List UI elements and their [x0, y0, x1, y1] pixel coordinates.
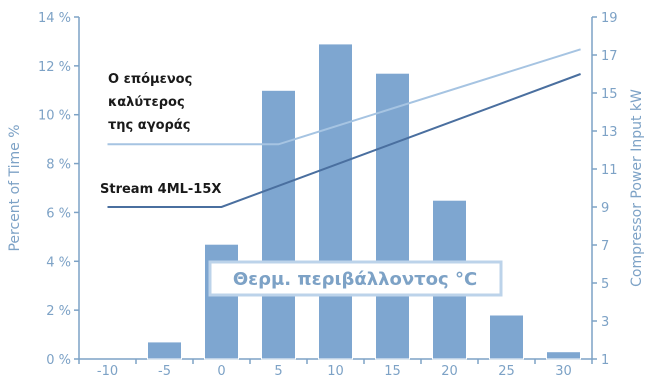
right-tick-label: 13	[601, 125, 618, 140]
left-tick-label: 12 %	[38, 60, 71, 75]
right-tick-label: 11	[601, 163, 618, 178]
left-tick-label: 4 %	[46, 255, 71, 270]
competitor-annotation-line-3: της αγοράς	[108, 118, 190, 133]
bar-25	[489, 314, 524, 360]
bars	[147, 43, 581, 360]
line-series-competitor	[107, 48, 581, 146]
bar-15	[375, 72, 410, 360]
lines	[107, 48, 581, 208]
x-tick-label: -5	[158, 364, 171, 379]
x-tick-label: 0	[217, 364, 225, 379]
left-tick-label: 14 %	[38, 11, 71, 26]
x-tick-label: 20	[441, 364, 458, 379]
bar--5	[147, 341, 182, 360]
line-series-stream	[107, 73, 581, 208]
stream-annotation: Stream 4ML-15X	[100, 182, 221, 197]
left-tick-label: 6 %	[46, 206, 71, 221]
right-tick-label: 3	[601, 315, 609, 330]
right-tick-label: 19	[601, 11, 618, 26]
center-label-frame	[208, 260, 503, 297]
bar-30	[546, 351, 581, 360]
x-tick-label: 15	[384, 364, 401, 379]
x-tick-label: 10	[327, 364, 344, 379]
right-tick-label: 1	[601, 353, 609, 368]
x-tick-label: 25	[498, 364, 515, 379]
left-tick-label: 0 %	[46, 353, 71, 368]
x-tick-label: 30	[555, 364, 572, 379]
center-label: Θερμ. περιβάλλοντος °C	[233, 269, 477, 290]
right-tick-label: 7	[601, 239, 609, 254]
bar-5	[261, 89, 296, 360]
left-tick-label: 2 %	[46, 304, 71, 319]
right-tick-label: 5	[601, 277, 609, 292]
right-tick-label: 15	[601, 87, 618, 102]
ticks: 0 %2 %4 %6 %8 %10 %12 %14 %1357911131517…	[38, 11, 618, 379]
right-axis-title: Compressor Power Input kW	[629, 89, 645, 287]
x-tick-label: 5	[274, 364, 282, 379]
right-tick-label: 9	[601, 201, 609, 216]
left-tick-label: 8 %	[46, 158, 71, 173]
annotations: Ο επόμενος καλύτερος της αγοράς Stream 4…	[100, 72, 221, 197]
left-axis-title: Percent of Time %	[7, 124, 23, 251]
competitor-annotation-line-1: Ο επόμενος	[108, 72, 192, 87]
bar-10	[318, 43, 353, 360]
center-label-box: Θερμ. περιβάλλοντος °C	[208, 260, 503, 297]
left-tick-label: 10 %	[38, 109, 71, 124]
competitor-annotation-line-2: καλύτερος	[108, 95, 185, 110]
right-tick-label: 17	[601, 49, 618, 64]
x-tick-label: -10	[97, 364, 118, 379]
